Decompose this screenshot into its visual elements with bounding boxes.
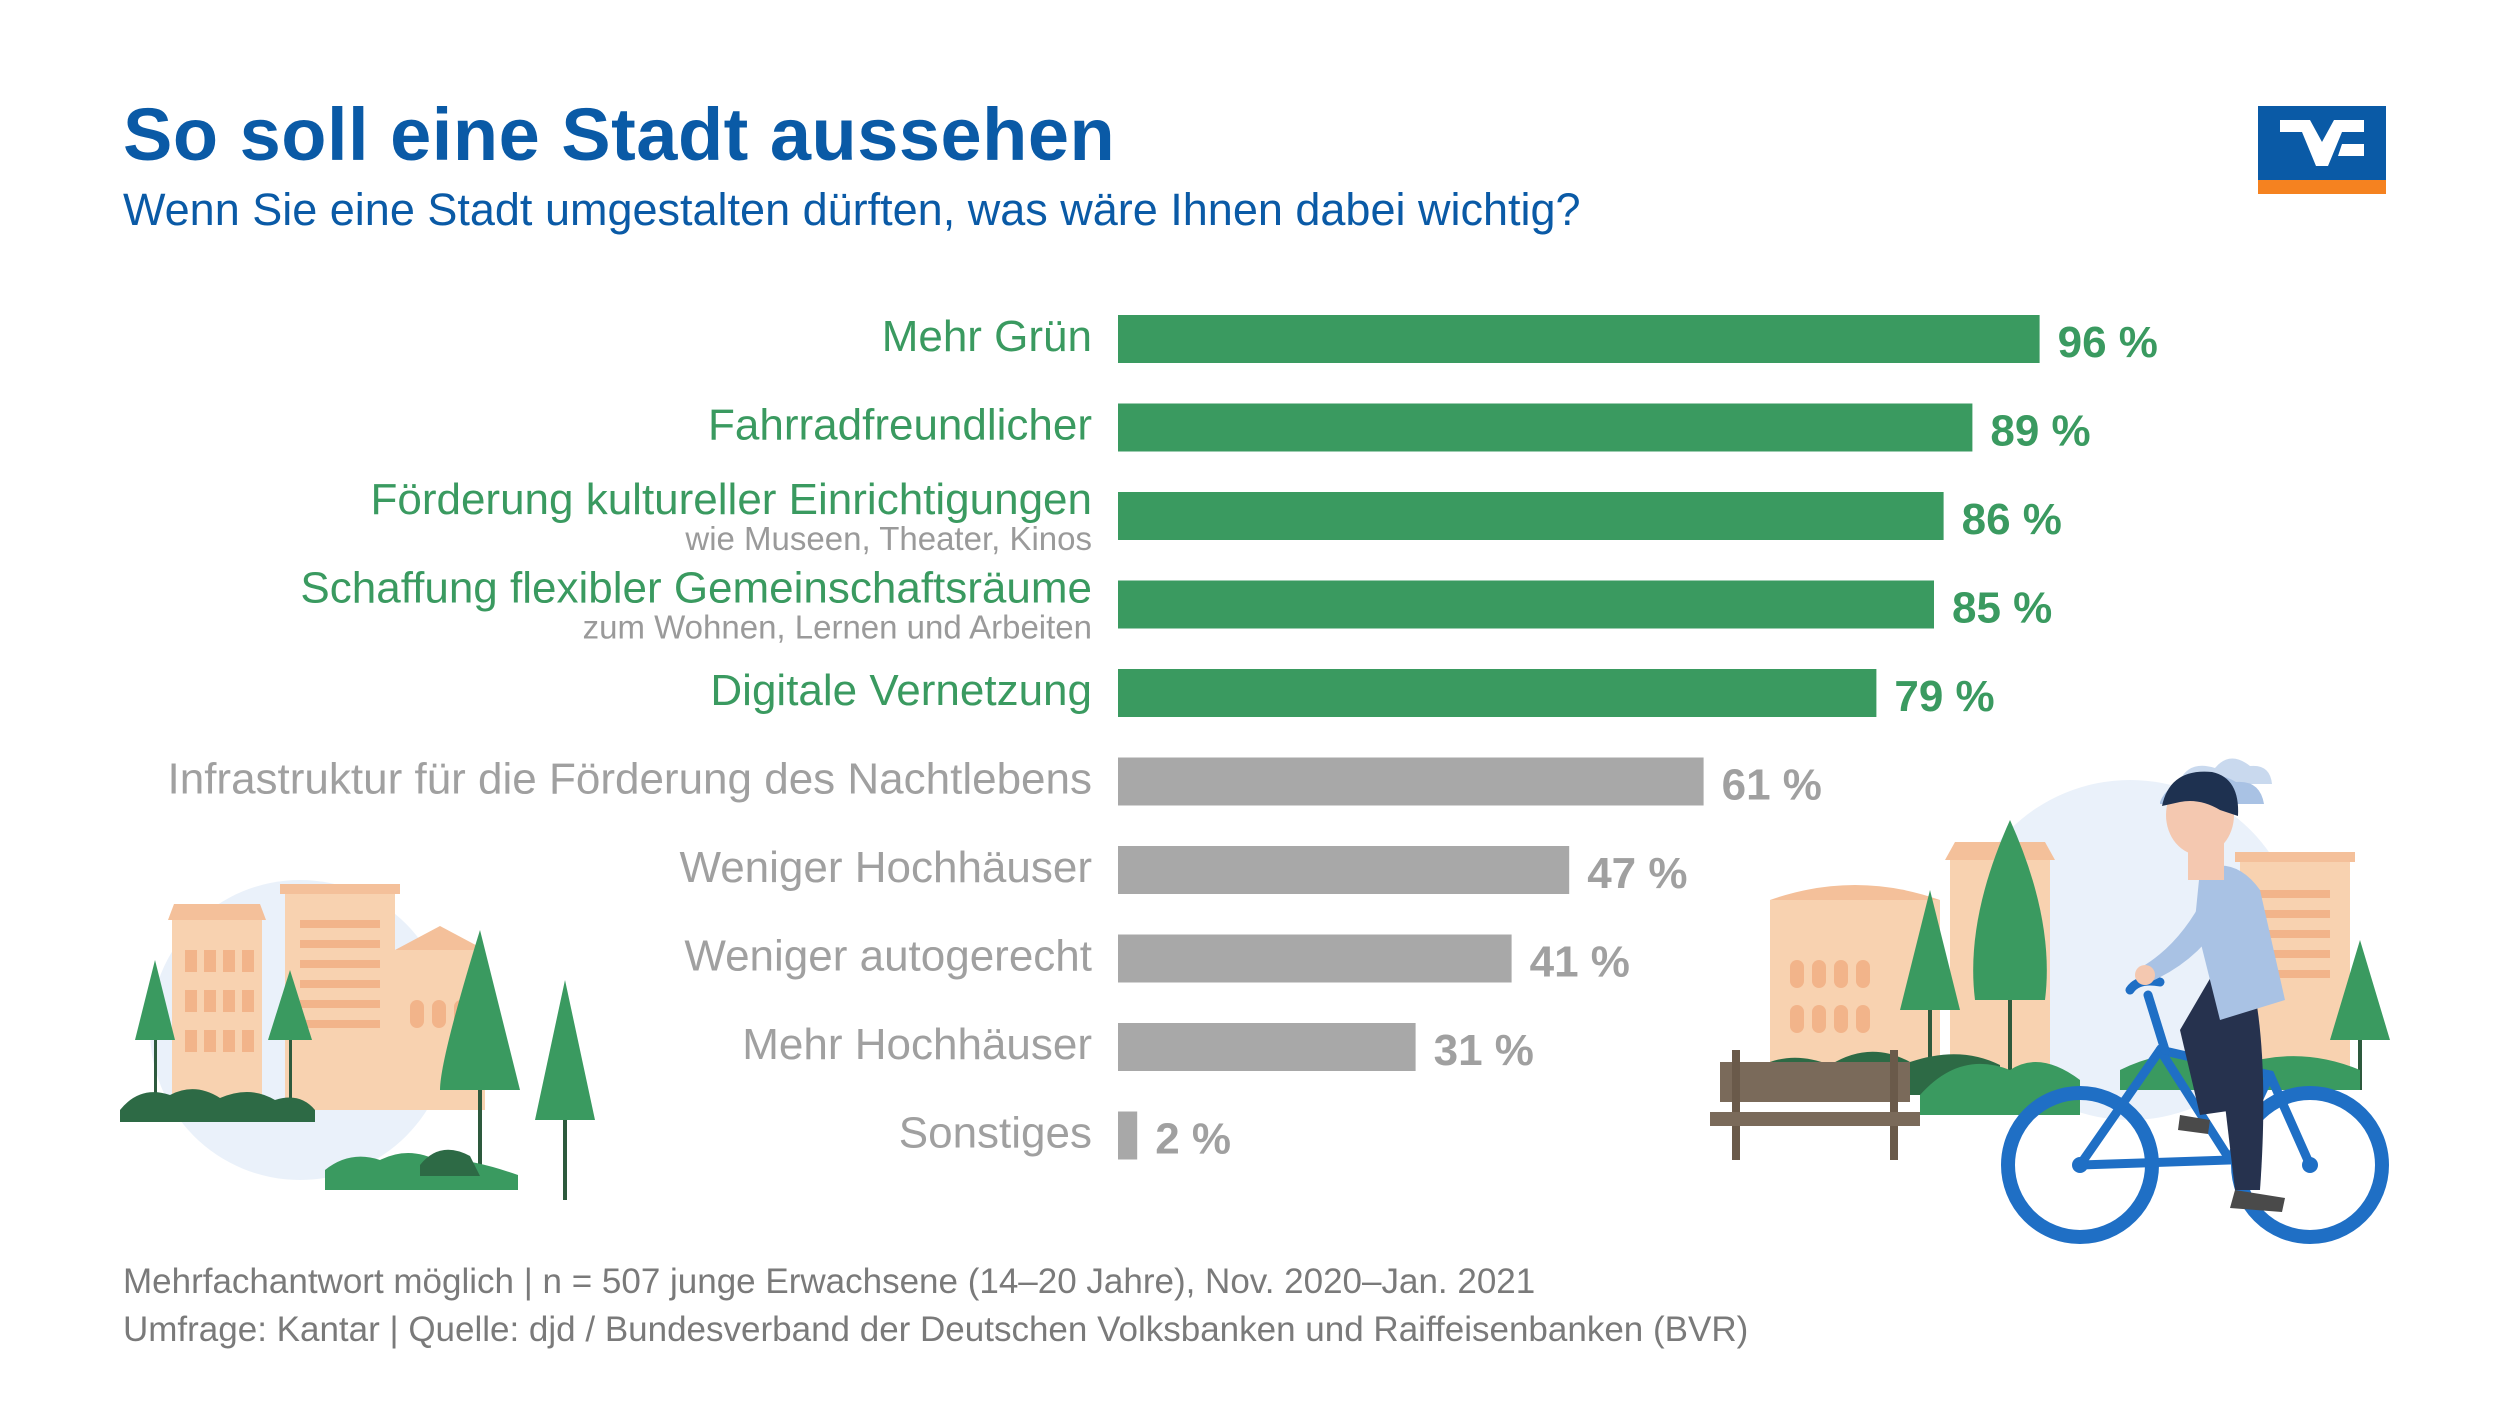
- page-title: So soll eine Stadt aussehen: [123, 93, 1116, 176]
- value-label-2: 86 %: [1962, 495, 2062, 544]
- value-label-4: 79 %: [1894, 672, 1994, 721]
- category-label-9: Sonstiges: [899, 1109, 1092, 1158]
- value-label-8: 31 %: [1434, 1026, 1534, 1075]
- value-label-5: 61 %: [1722, 761, 1822, 810]
- category-label-5: Infrastruktur für die Förderung des Nach…: [168, 755, 1092, 804]
- bar-9: [1118, 1111, 1138, 1160]
- value-label-3: 85 %: [1952, 584, 2052, 633]
- bar-7: [1118, 934, 1512, 983]
- value-label-7: 41 %: [1530, 938, 1630, 987]
- page-subtitle: Wenn Sie eine Stadt umgestalten dürften,…: [123, 184, 1581, 235]
- value-label-9: 2 %: [1155, 1115, 1231, 1164]
- category-label-8: Mehr Hochhäuser: [742, 1020, 1092, 1069]
- category-sublabel-3: zum Wohnen, Lernen und Arbeiten: [583, 609, 1092, 646]
- bar-1: [1118, 403, 1973, 452]
- bank-logo-icon: [2258, 106, 2386, 194]
- cyclist-illustration-right: [1710, 758, 2390, 1244]
- category-label-1: Fahrradfreundlicher: [708, 401, 1092, 450]
- category-label-4: Digitale Vernetzung: [710, 666, 1092, 715]
- city-illustration-left: [120, 880, 595, 1200]
- category-label-7: Weniger autogerecht: [684, 932, 1092, 981]
- footnote-sample: Mehrfachantwort möglich | n = 507 junge …: [123, 1262, 1536, 1301]
- category-sublabel-2: wie Museen, Theater, Kinos: [684, 520, 1092, 557]
- category-label-2: Förderung kultureller Einrichtigungen: [370, 475, 1092, 524]
- category-label-3: Schaffung flexibler Gemeinschaftsräume: [300, 564, 1092, 613]
- value-label-0: 96 %: [2058, 318, 2158, 367]
- bar-5: [1118, 757, 1704, 806]
- category-label-0: Mehr Grün: [882, 312, 1092, 361]
- footnote-source: Umfrage: Kantar | Quelle: djd / Bundesve…: [123, 1310, 1749, 1349]
- value-label-1: 89 %: [1990, 407, 2090, 456]
- category-label-6: Weniger Hochhäuser: [679, 843, 1092, 892]
- value-label-6: 47 %: [1587, 849, 1687, 898]
- bar-0: [1118, 315, 2040, 363]
- bar-8: [1118, 1023, 1416, 1071]
- bar-6: [1118, 846, 1570, 894]
- bar-4: [1118, 669, 1877, 717]
- bar-2: [1118, 492, 1944, 540]
- bar-3: [1118, 580, 1934, 629]
